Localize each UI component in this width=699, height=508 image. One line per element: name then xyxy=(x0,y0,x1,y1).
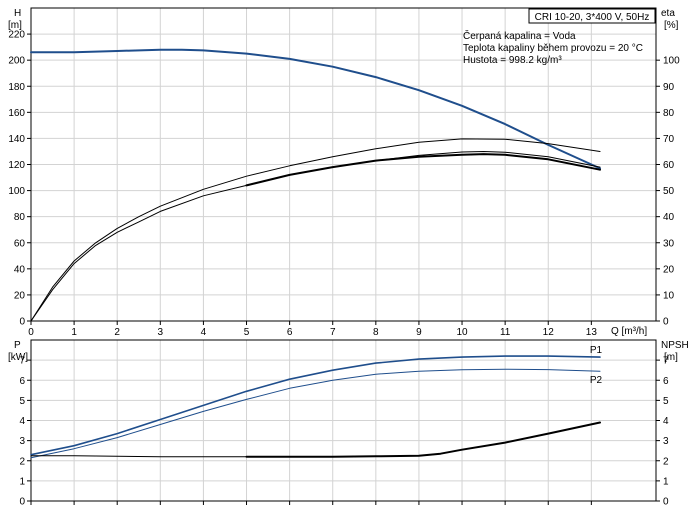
y-left-tick-label: 60 xyxy=(14,238,26,249)
series-line-1-1 xyxy=(30,48,601,170)
y-left-tick-label: 160 xyxy=(8,108,25,119)
series-label-p1: P1 xyxy=(590,345,603,356)
y-left-tick-label: 7 xyxy=(19,356,25,367)
x-tick-label: 5 xyxy=(244,327,250,338)
y-right-tick-label: 0 xyxy=(663,497,669,508)
title-box-frame xyxy=(528,8,656,24)
x-tick-label: 4 xyxy=(201,327,207,338)
y-left-tick-label: 80 xyxy=(14,212,26,223)
x-axis-label: Q [m³/h] xyxy=(611,326,647,337)
y-right-axis-unit: [m] xyxy=(664,352,678,363)
y-left-tick-label: 140 xyxy=(8,134,25,145)
x-tick-label: 11 xyxy=(500,327,511,338)
y-right-tick-label: 80 xyxy=(663,108,675,119)
y-left-axis-unit: [m] xyxy=(8,20,22,31)
fluid-info-line: Čerpaná kapalina = Voda xyxy=(463,29,576,42)
y-right-axis-unit: [%] xyxy=(664,20,679,31)
y-left-axis-unit: [kW] xyxy=(8,352,28,363)
y-right-axis-name: eta xyxy=(661,8,675,19)
y-right-tick-label: 20 xyxy=(663,264,675,275)
y-left-tick-label: 1 xyxy=(19,476,25,487)
x-tick-label: 7 xyxy=(330,327,336,338)
y-left-tick-label: 120 xyxy=(8,160,25,171)
y-left-tick-label: 220 xyxy=(8,30,25,41)
y-left-axis-name: P xyxy=(14,340,21,351)
x-tick-label: 9 xyxy=(416,327,422,338)
y-right-tick-label: 5 xyxy=(663,396,669,407)
fluid-info-line: Teplota kapaliny během provozu = 20 °C xyxy=(463,43,643,54)
x-tick-label: 10 xyxy=(456,327,468,338)
y-left-tick-label: 40 xyxy=(14,264,26,275)
y-right-tick-label: 50 xyxy=(663,186,675,197)
y-right-axis-name: NPSH xyxy=(661,340,689,351)
y-left-tick-label: 0 xyxy=(19,317,25,328)
y-left-tick-label: 20 xyxy=(14,290,26,301)
y-right-tick-label: 10 xyxy=(663,290,675,301)
y-right-tick-label: 2 xyxy=(663,456,669,467)
y-right-tick-label: 4 xyxy=(663,416,669,427)
y-left-tick-label: 6 xyxy=(19,376,25,387)
series-line-2-4 xyxy=(245,421,601,458)
y-right-tick-label: 100 xyxy=(663,56,680,67)
y-left-tick-label: 200 xyxy=(8,56,25,67)
y-right-tick-label: 40 xyxy=(663,212,675,223)
y-left-axis-name: H xyxy=(14,8,21,19)
series-label-p2: P2 xyxy=(590,375,603,386)
x-tick-label: 2 xyxy=(114,327,120,338)
fluid-info-line: Hustota = 998.2 kg/m³ xyxy=(463,55,562,66)
y-left-tick-label: 180 xyxy=(8,82,25,93)
y-right-tick-label: 6 xyxy=(663,376,669,387)
x-tick-label: 6 xyxy=(287,327,293,338)
y-left-tick-label: 0 xyxy=(19,497,25,508)
x-tick-label: 12 xyxy=(543,327,555,338)
series-line-p2 xyxy=(30,368,601,459)
x-tick-label: 0 xyxy=(28,327,34,338)
y-left-tick-label: 100 xyxy=(8,186,25,197)
series-line-1-2 xyxy=(30,151,601,322)
panel-2: 0 1 2 3 4 5 6 7 0 1 2 3 4 5 6 7 P[kW] NPSH[m] P1 P2 xyxy=(8,339,689,508)
chart-title: CRI 10-20, 3*400 V, 50Hz xyxy=(535,12,650,23)
y-right-tick-label: 7 xyxy=(663,356,669,367)
x-tick-label: 13 xyxy=(586,327,598,338)
x-tick-label: 1 xyxy=(71,327,77,338)
series-line-1-4 xyxy=(30,138,601,322)
y-right-tick-label: 1 xyxy=(663,476,669,487)
chart-title-box: CRI 10-20, 3*400 V, 50Hz xyxy=(528,8,656,24)
y-right-tick-label: 70 xyxy=(663,134,675,145)
series-line-1-3 xyxy=(245,153,601,187)
y-right-tick-label: 90 xyxy=(663,82,675,93)
panel-1: 0204060801001201401601802002200102030405… xyxy=(8,7,680,338)
y-right-tick-label: 3 xyxy=(663,436,669,447)
x-tick-label: 8 xyxy=(373,327,379,338)
y-right-tick-label: 30 xyxy=(663,238,675,249)
y-left-tick-label: 5 xyxy=(19,396,25,407)
series-line-p1 xyxy=(30,355,601,456)
y-left-tick-label: 2 xyxy=(19,456,25,467)
y-left-tick-label: 4 xyxy=(19,416,25,427)
y-right-tick-label: 60 xyxy=(663,160,675,171)
series-line-2-3 xyxy=(30,455,247,458)
y-left-tick-label: 3 xyxy=(19,436,25,447)
x-tick-label: 3 xyxy=(158,327,164,338)
y-right-tick-label: 0 xyxy=(663,317,669,328)
